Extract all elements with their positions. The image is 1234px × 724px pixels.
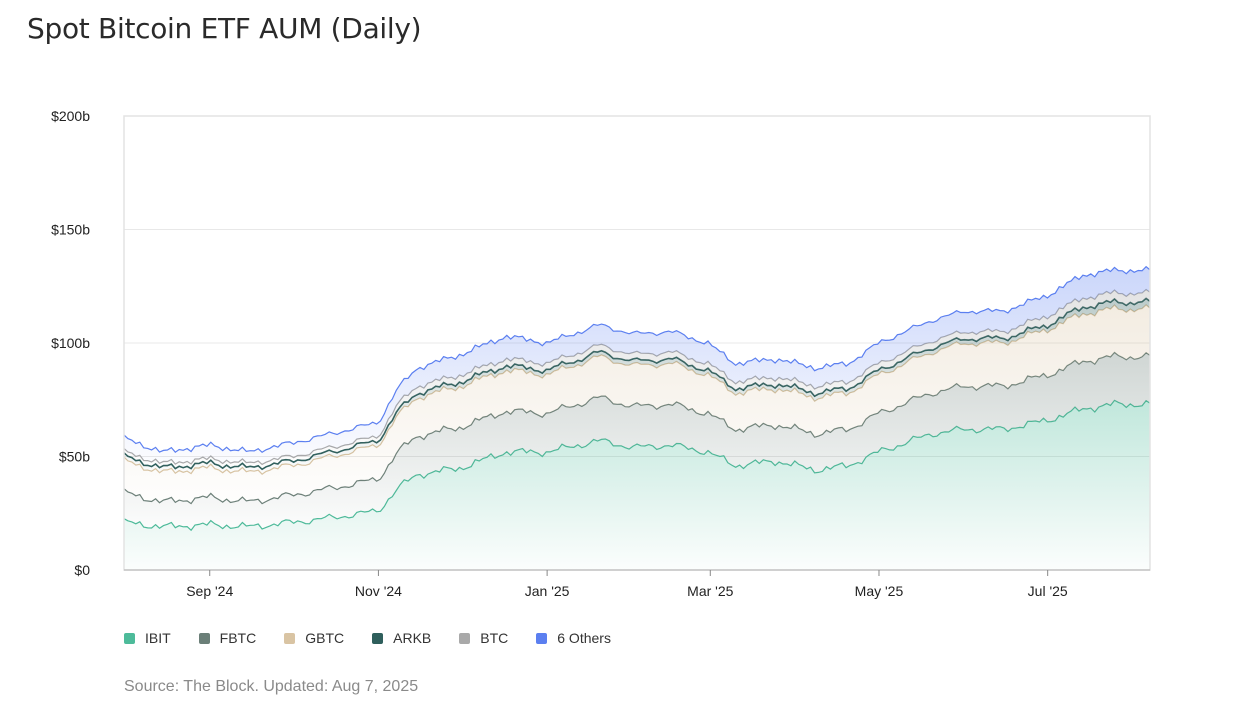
y-tick-label: $200b [51,108,90,124]
legend-swatch [198,632,210,644]
legend-item-btc[interactable]: BTC [459,630,508,646]
y-tick-label: $150b [51,222,90,238]
source-note: Source: The Block. Updated: Aug 7, 2025 [124,678,419,695]
legend-swatch [536,632,548,644]
area-gbtc [124,304,1150,504]
legend-item-arkb[interactable]: ARKB [372,630,431,646]
x-tick-label: Jan '25 [525,583,570,599]
legend-label: BTC [480,630,509,646]
chart-title: Spot Bitcoin ETF AUM (Daily) [27,12,422,45]
legend-swatch [284,632,296,644]
x-axis-ticks: Sep '24 Nov '24 Jan '25 Mar '25 May '25 Jul '… [186,570,1068,599]
legend-label: GBTC [305,630,345,646]
y-tick-label: $100b [51,335,90,351]
legend-item-gbtc[interactable]: GBTC [284,630,344,646]
legend-swatch [459,632,471,644]
legend-swatch [372,632,384,644]
x-tick-label: Jul '25 [1028,583,1068,599]
x-tick-label: Mar '25 [687,583,733,599]
chart-legend: IBIT FBTC GBTC ARKB BTC 6 Others [124,630,639,646]
y-tick-label: $0 [74,562,90,578]
legend-label: ARKB [393,630,432,646]
y-axis-ticks: $0 $50b $100b $150b $200b [51,108,90,578]
line-6-others [123,265,1151,454]
legend-item-ibit[interactable]: IBIT [124,630,171,646]
legend-swatch [124,632,135,644]
x-tick-label: Sep '24 [186,583,233,599]
x-tick-label: Nov '24 [355,583,402,599]
y-tick-label: $50b [59,449,90,465]
legend-item-6-others[interactable]: 6 Others [536,630,611,646]
chart-areas [123,265,1151,570]
legend-label: 6 Others [557,630,611,646]
area-fbtc [124,352,1150,531]
legend-label: FBTC [219,630,257,646]
legend-label: IBIT [145,630,171,646]
legend-item-fbtc[interactable]: FBTC [198,630,257,646]
x-tick-label: May '25 [855,583,904,599]
area-ibit [124,400,1150,570]
chart-frame [123,115,1151,571]
